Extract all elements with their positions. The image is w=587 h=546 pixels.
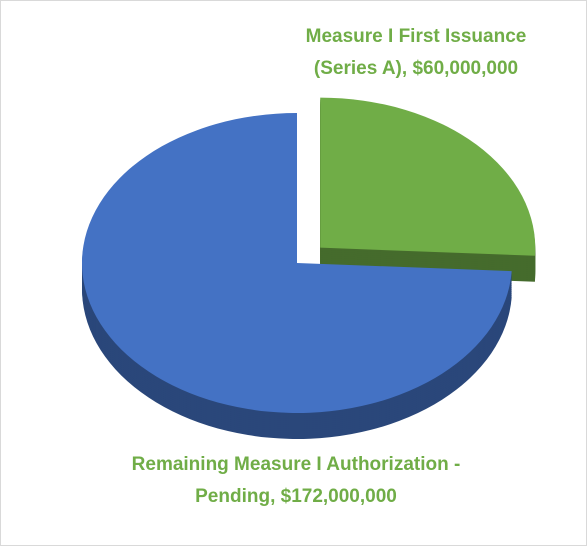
pie-slice	[320, 97, 536, 282]
slice-top	[81, 113, 512, 413]
data-label: Remaining Measure I Authorization - Pend…	[131, 454, 461, 507]
slice-top	[320, 97, 536, 256]
data-label: Measure I First Issuance (Series A), $60…	[305, 26, 527, 79]
pie-slice	[81, 113, 512, 439]
